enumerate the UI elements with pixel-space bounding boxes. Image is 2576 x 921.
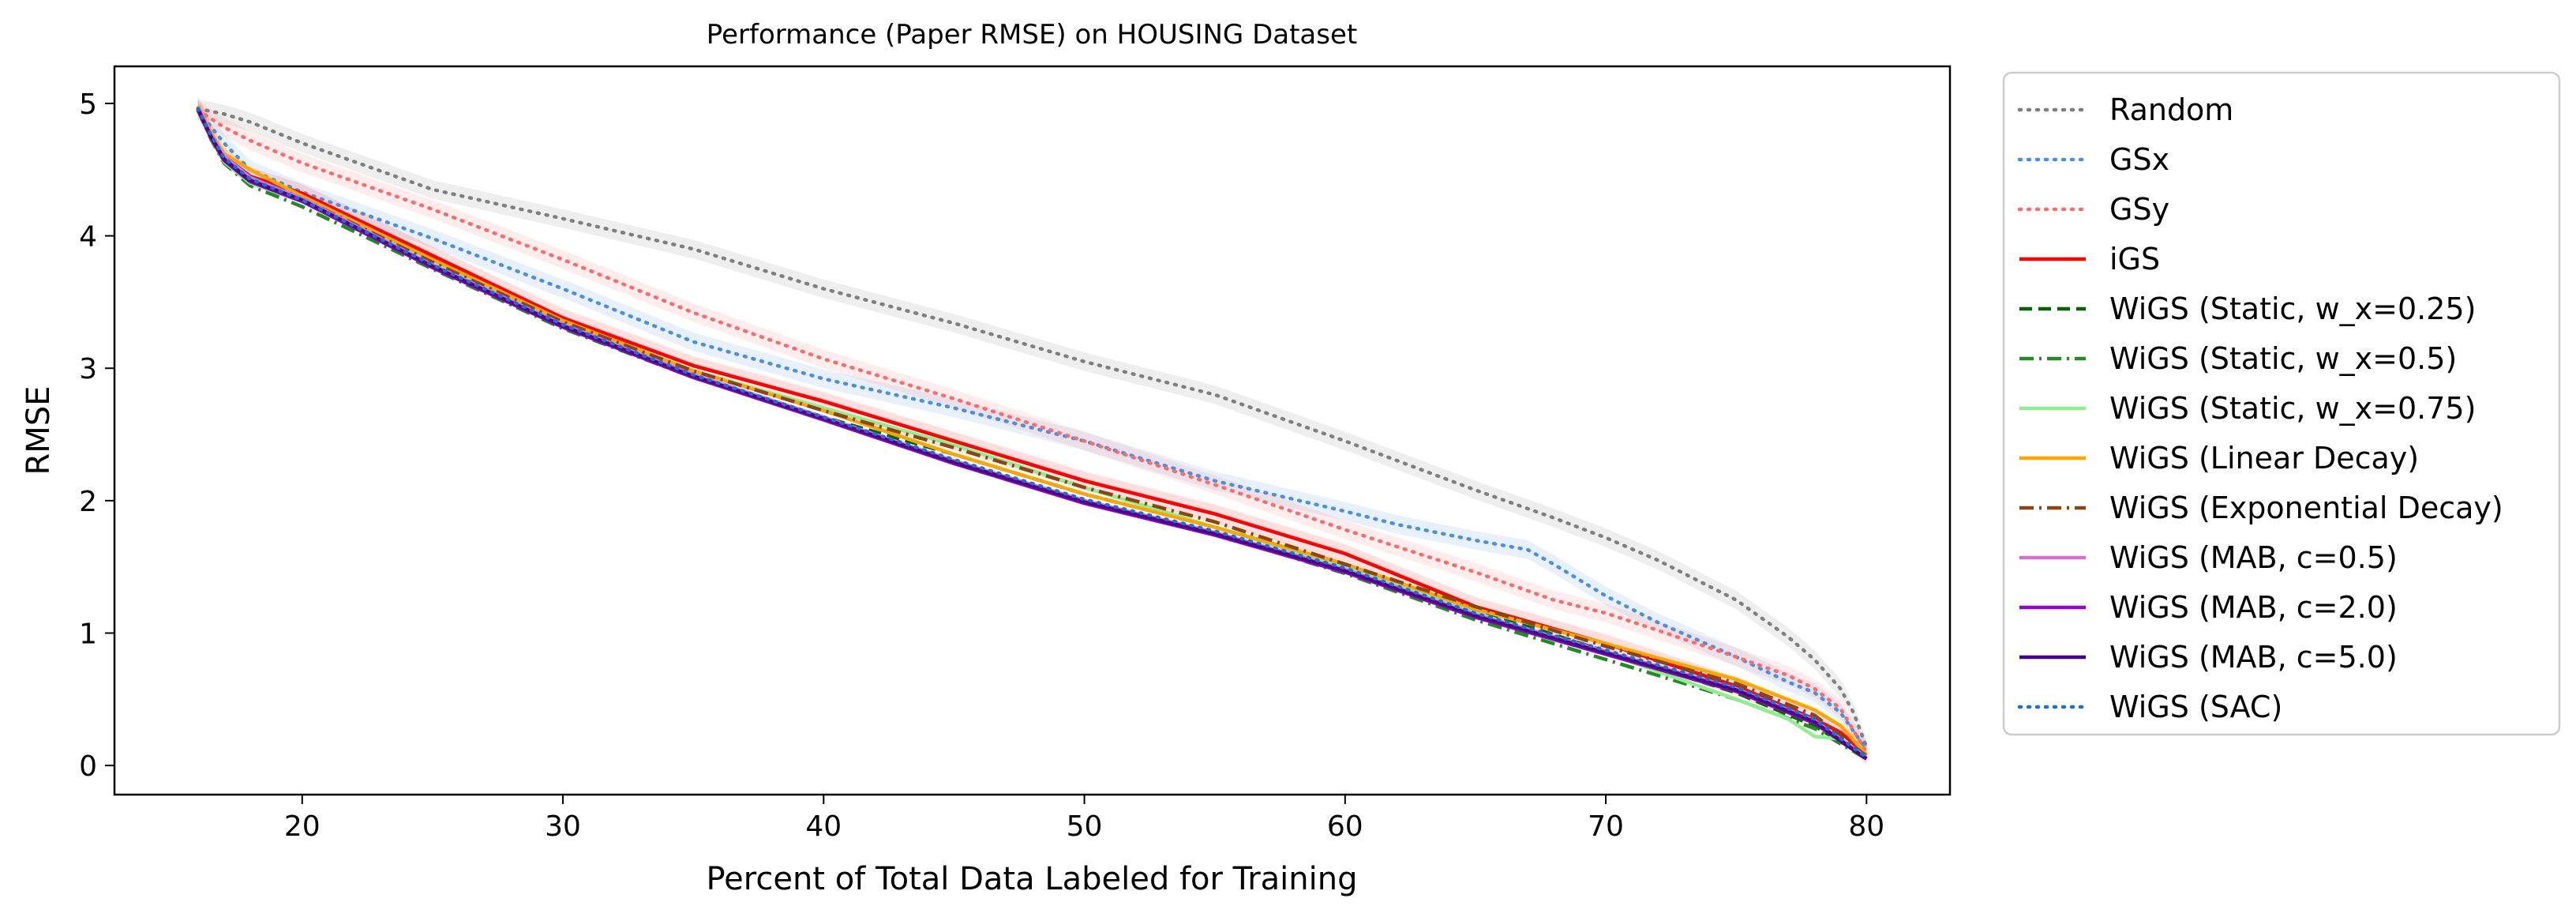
legend-label: WiGS (Linear Decay) <box>2109 441 2419 476</box>
chart-title: Performance (Paper RMSE) on HOUSING Data… <box>707 19 1357 51</box>
series-line-wigs-linear-decay <box>196 105 1868 757</box>
x-tick-label: 60 <box>1327 810 1363 843</box>
legend-entry: WiGS (MAB, c=0.5) <box>2019 540 2398 575</box>
legend-entry: WiGS (Static, w_x=0.25) <box>2019 291 2476 326</box>
plot-area-frame <box>113 65 1952 796</box>
y-tick-label: 5 <box>79 88 97 121</box>
legend-label: WiGS (MAB, c=5.0) <box>2109 640 2398 675</box>
legend-entry: WiGS (MAB, c=5.0) <box>2019 640 2398 675</box>
legend-entry: WiGS (Static, w_x=0.75) <box>2019 391 2476 426</box>
legend-entry: WiGS (Static, w_x=0.5) <box>2019 341 2457 376</box>
band-gsy <box>197 100 1867 762</box>
legend-frame <box>2002 71 2561 736</box>
y-axis-label: RMSE <box>21 386 57 476</box>
x-tick-label: 80 <box>1848 810 1884 843</box>
legend: Random GSx GSy iGS WiGS (Static, w_x=0.25) Wi… <box>2002 71 2561 736</box>
legend-label: WiGS (MAB, c=2.0) <box>2109 590 2398 625</box>
band-gsx <box>197 100 1867 759</box>
legend-label: WiGS (Static, w_x=0.75) <box>2109 391 2476 426</box>
legend-label: WiGS (Static, w_x=0.5) <box>2109 341 2457 376</box>
series-line-wigs-exponential-decay <box>196 107 1868 758</box>
legend-entry: Random <box>2017 92 2233 127</box>
legend-label: WiGS (MAB, c=0.5) <box>2109 540 2398 575</box>
legend-entry: WiGS (Exponential Decay) <box>2019 491 2503 525</box>
y-tick-label: 2 <box>79 486 97 518</box>
x-axis: 20 30 40 50 60 70 80 <box>284 795 1884 843</box>
x-tick-label: 30 <box>545 810 581 843</box>
y-tick-label: 3 <box>79 353 97 385</box>
x-tick-label: 70 <box>1588 810 1624 843</box>
legend-label: GSy <box>2109 192 2169 227</box>
x-axis-label: Percent of Total Data Labeled for Traini… <box>706 861 1357 897</box>
series-lines <box>196 105 1869 761</box>
legend-label: iGS <box>2109 242 2160 276</box>
legend-label: WiGS (Exponential Decay) <box>2109 491 2503 525</box>
series-line-wigs-mab-c-5-0 <box>196 107 1868 761</box>
x-tick-label: 40 <box>805 810 842 843</box>
legend-entry: GSy <box>2017 192 2169 227</box>
x-tick-label: 20 <box>284 810 321 843</box>
y-tick-label: 0 <box>79 750 97 783</box>
legend-entry: WiGS (MAB, c=2.0) <box>2019 590 2398 625</box>
legend-label: WiGS (Static, w_x=0.25) <box>2109 291 2476 326</box>
legend-entry: WiGS (Linear Decay) <box>2019 441 2419 476</box>
y-axis: 0 1 2 3 4 5 <box>79 88 114 783</box>
legend-entry: GSx <box>2017 142 2169 177</box>
legend-label: WiGS (SAC) <box>2109 690 2282 724</box>
legend-label: Random <box>2109 92 2233 127</box>
series-line-gsx <box>196 108 1869 752</box>
legend-entry: iGS <box>2019 242 2160 276</box>
x-tick-label: 50 <box>1067 810 1103 843</box>
series-line-gsy <box>196 108 1869 754</box>
y-tick-label: 1 <box>79 618 97 650</box>
legend-label: GSx <box>2109 142 2169 177</box>
y-tick-label: 4 <box>79 221 97 254</box>
legend-entry: WiGS (SAC) <box>2017 690 2282 724</box>
